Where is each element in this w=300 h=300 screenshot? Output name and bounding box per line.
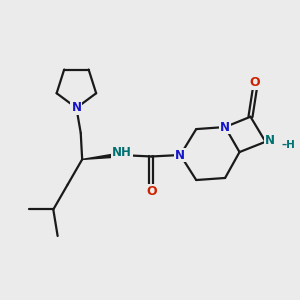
Text: N: N <box>265 134 275 147</box>
Text: –H: –H <box>281 140 295 150</box>
Text: NH: NH <box>112 146 132 159</box>
Text: O: O <box>250 76 260 89</box>
Text: N: N <box>175 148 185 161</box>
Text: N: N <box>220 121 230 134</box>
Polygon shape <box>82 153 120 159</box>
Text: N: N <box>71 101 81 114</box>
Text: O: O <box>146 185 157 198</box>
